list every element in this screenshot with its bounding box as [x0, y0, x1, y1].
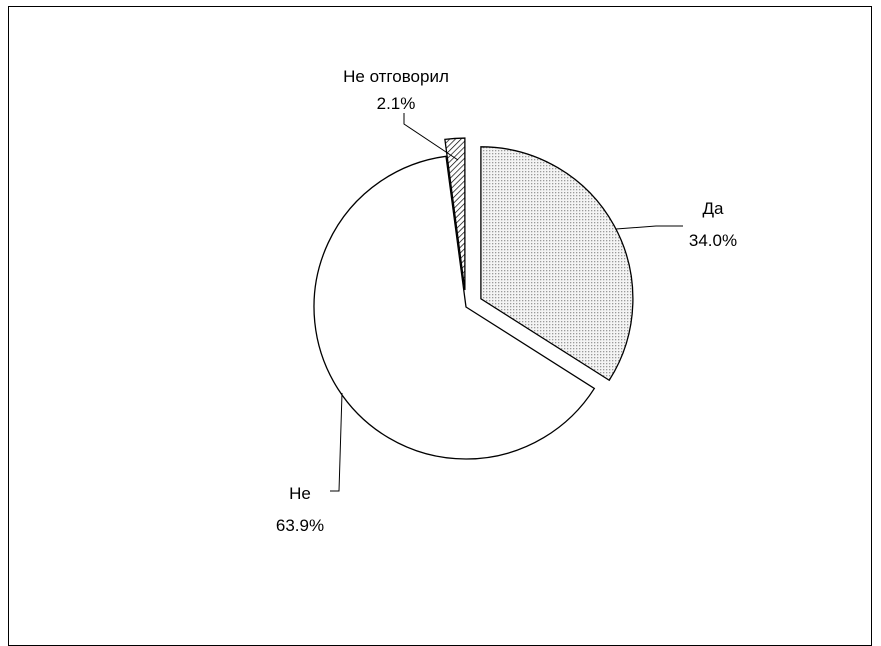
pie-slice-no-answer	[444, 137, 466, 291]
slice-label-da: Да	[703, 199, 725, 218]
leader-line-ne	[330, 392, 343, 492]
leader-line-no-answer	[403, 113, 459, 161]
pie-slice-ne	[313, 155, 596, 460]
leader-line-da	[615, 225, 683, 230]
slice-value-da: 34.0%	[689, 231, 737, 250]
slice-value-ne: 63.9%	[276, 516, 324, 535]
slice-label-no-answer: Не отговорил	[343, 67, 449, 86]
pie-slice-da	[480, 146, 634, 382]
slice-label-ne: Не	[289, 484, 311, 503]
pie-slices	[313, 137, 634, 460]
slice-value-no-answer: 2.1%	[377, 94, 416, 113]
leader-lines	[330, 113, 683, 492]
